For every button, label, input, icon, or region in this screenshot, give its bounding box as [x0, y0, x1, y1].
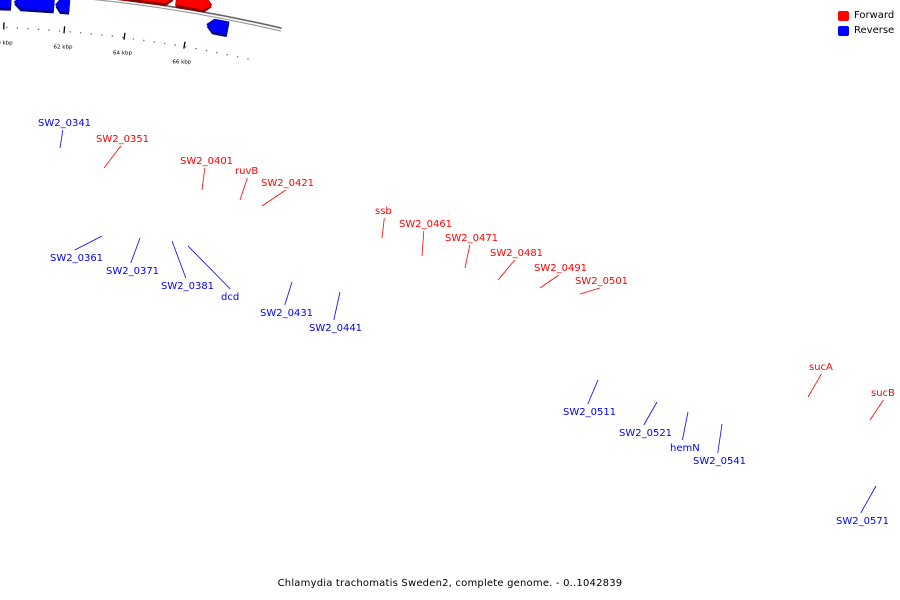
gene-label: SW2_0421: [261, 178, 314, 189]
scale-tick-label: 66 kbp: [172, 59, 191, 65]
gene-label: SW2_0371: [106, 266, 159, 277]
gene-label: dcd: [221, 292, 239, 303]
backbone-inner-line: [92, 0, 282, 32]
gene-label: SW2_0381: [161, 281, 214, 292]
gene-label: SW2_0461: [399, 219, 452, 230]
gene-leader-line: [497, 259, 516, 281]
gene-label: SW2_0501: [575, 276, 628, 287]
gene-arrow: [55, 0, 71, 13]
gene-leader-line: [539, 274, 560, 289]
inner-dot: [90, 33, 93, 35]
gene-label: ssb: [375, 206, 392, 217]
gene-arrow: [134, 0, 172, 4]
gene-label: SW2_0441: [309, 323, 362, 334]
gene-label: SW2_0511: [563, 407, 616, 418]
gene-leader-line: [74, 235, 103, 251]
inner-dot: [153, 41, 156, 43]
gene-leader-line: [59, 129, 64, 149]
gene-label: sucB: [871, 388, 895, 399]
inner-dot: [174, 44, 176, 46]
gene-label: SW2_0351: [96, 134, 149, 145]
gene-arrow: [0, 0, 12, 9]
inner-dot: [48, 29, 50, 31]
inner-dot: [122, 36, 124, 39]
inner-dot: [205, 49, 208, 52]
gene-label: sucA: [809, 362, 833, 373]
gene-label: SW2_0401: [180, 156, 233, 167]
gene-label: SW2_0491: [534, 263, 587, 274]
reverse-swatch: [838, 25, 849, 36]
gene-leader-line: [239, 177, 248, 201]
gene-label: SW2_0471: [445, 233, 498, 244]
gene-label: SW2_0521: [619, 428, 672, 439]
inner-dot: [16, 27, 19, 29]
backbone-outer-line: [117, 0, 282, 29]
gene-label: SW2_0361: [50, 253, 103, 264]
gene-leader-line: [643, 401, 658, 426]
gene-arrow: [13, 0, 55, 12]
gene-leader-line: [284, 281, 293, 306]
gene-leader-line: [261, 189, 287, 207]
gene-leader-line: [103, 145, 122, 169]
gene-leader-line: [333, 291, 341, 321]
gene-leader-line: [869, 399, 884, 421]
legend-item-reverse: Reverse: [838, 23, 894, 38]
gene-leader-line: [187, 245, 231, 290]
inner-dot: [236, 56, 239, 58]
inner-dot: [163, 42, 166, 45]
legend: Forward Reverse: [838, 8, 894, 38]
inner-dot: [58, 30, 61, 32]
gene-leader-line: [201, 167, 206, 191]
scale-tick-label: 60 kbp: [0, 40, 13, 46]
gene-arrow: [206, 18, 230, 35]
gene-label: SW2_0571: [836, 516, 889, 527]
inner-dot: [6, 26, 8, 29]
gene-leader-line: [421, 230, 425, 257]
inner-dot: [195, 47, 197, 50]
inner-dot: [143, 39, 145, 42]
gene-leader-line: [860, 485, 877, 514]
inner-dot: [79, 32, 82, 34]
inner-dot: [69, 31, 71, 33]
scale-tick-inner: [123, 32, 126, 40]
inner-dot: [184, 46, 187, 48]
gene-leader-line: [682, 411, 689, 441]
gene-label: SW2_0541: [693, 456, 746, 467]
inner-dot: [101, 34, 103, 36]
map-caption: Chlamydia trachomatis Sweden2, complete …: [277, 578, 623, 589]
gene-label: hemN: [670, 443, 700, 454]
gene-leader-line: [717, 423, 723, 454]
gene-leader-line: [381, 217, 385, 239]
gene-leader-line: [464, 244, 471, 269]
gene-leader-line: [130, 237, 141, 264]
gene-leader-line: [171, 240, 187, 279]
scale-tick-label: 62 kbp: [54, 44, 73, 50]
inner-dot: [132, 38, 135, 40]
legend-label-forward: Forward: [854, 10, 895, 21]
inner-dot: [37, 28, 40, 31]
inner-dot: [111, 35, 114, 37]
gene-leader-line: [579, 287, 600, 295]
scale-tick-inner: [63, 26, 66, 34]
gene-leader-line: [587, 379, 599, 405]
inner-dot: [216, 51, 218, 54]
legend-item-forward: Forward: [838, 8, 894, 23]
legend-label-reverse: Reverse: [854, 25, 895, 36]
gene-label: ruvB: [235, 166, 258, 177]
scale-tick-label: 64 kbp: [113, 51, 132, 57]
scale-tick-inner: [183, 41, 186, 49]
forward-swatch: [838, 10, 849, 21]
inner-dot: [226, 53, 228, 56]
gene-leader-line: [807, 373, 822, 398]
gene-arrow: [175, 0, 213, 11]
inner-dot: [247, 58, 249, 60]
gene-label: SW2_0341: [38, 118, 91, 129]
gene-label: SW2_0431: [260, 308, 313, 319]
inner-dot: [27, 27, 29, 30]
gene-label: SW2_0481: [490, 248, 543, 259]
